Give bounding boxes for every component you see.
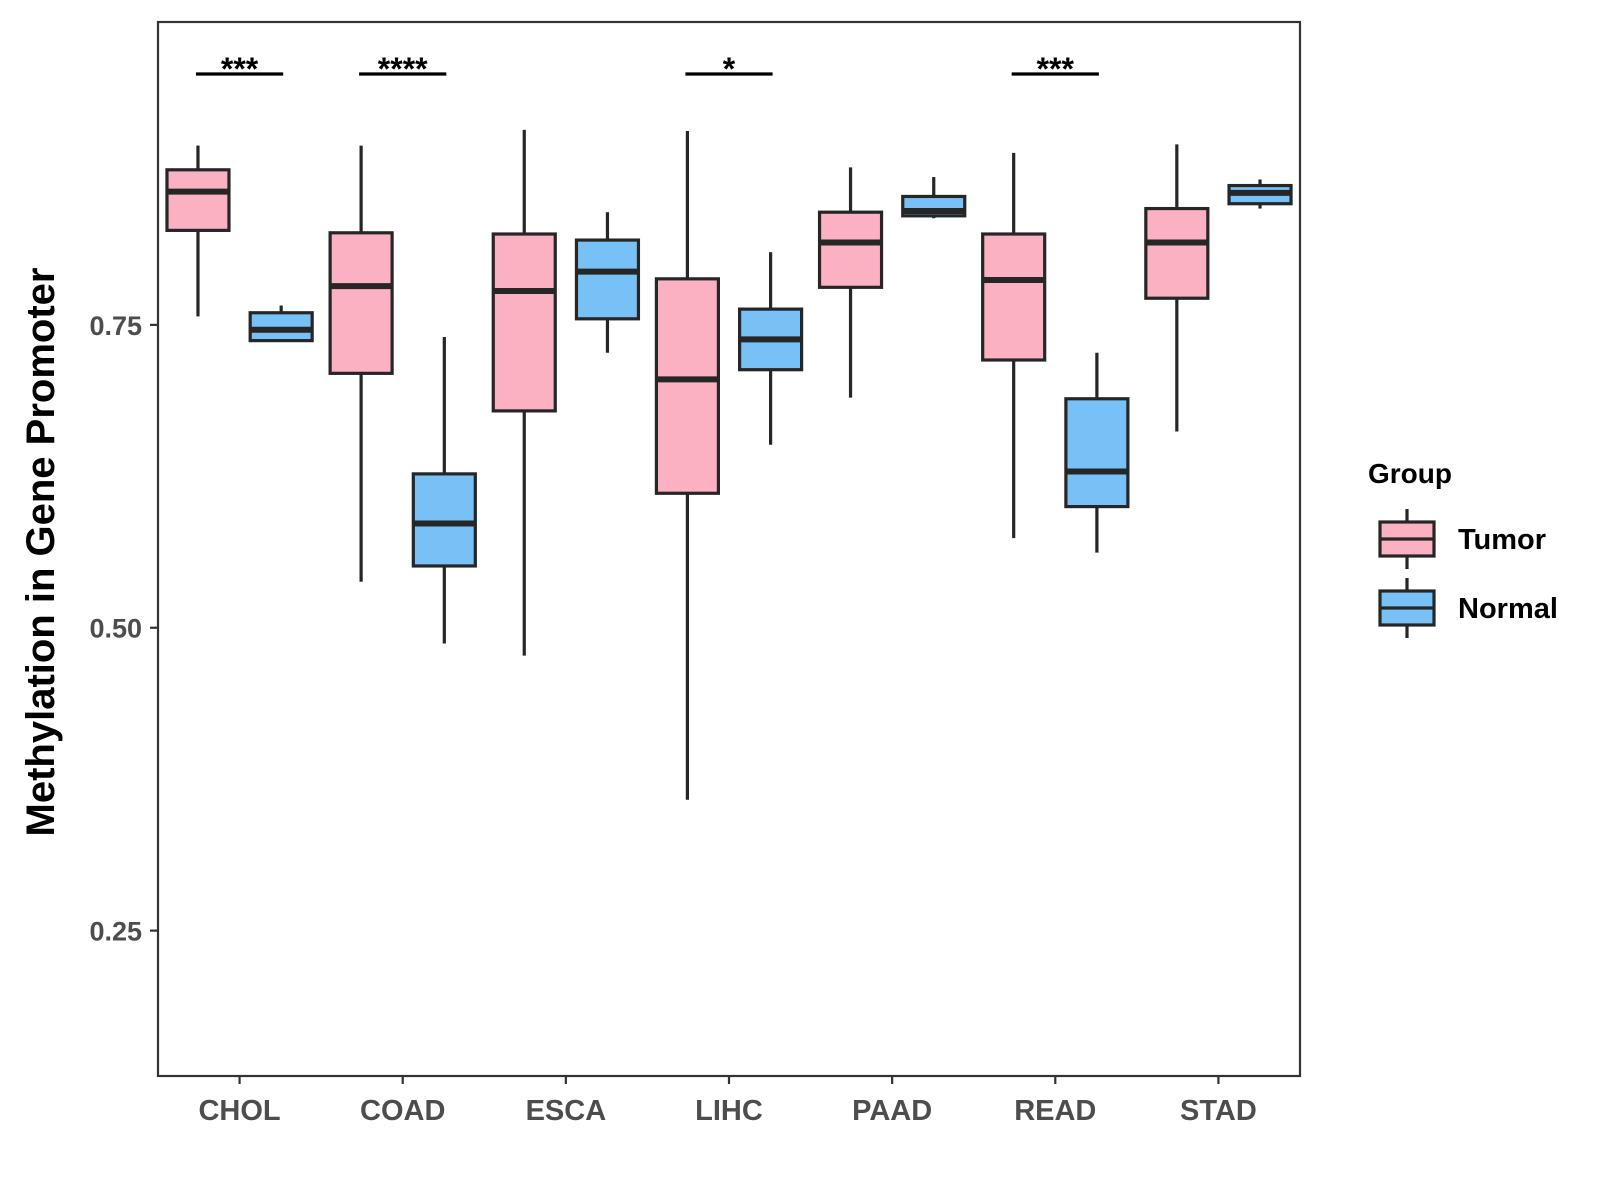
- box-iqr: [491, 232, 557, 413]
- x-tick-label: PAAD: [852, 1095, 932, 1127]
- box-tumor-read: [981, 152, 1047, 539]
- significance-label: *: [723, 51, 736, 87]
- legend: Group Tumor Normal: [1368, 458, 1558, 638]
- legend-label: Normal: [1458, 593, 1558, 625]
- box-iqr: [411, 472, 477, 568]
- legend-label: Tumor: [1458, 524, 1546, 556]
- box-iqr: [817, 210, 884, 289]
- x-tick-label: STAD: [1180, 1095, 1257, 1127]
- box-normal-read: [1064, 352, 1130, 553]
- box-tumor-stad: [1144, 144, 1210, 432]
- y-axis-title: Methylation in Gene Promoter: [19, 268, 63, 837]
- box-iqr: [165, 168, 231, 232]
- box-iqr: [248, 311, 314, 343]
- significance-label: ***: [221, 51, 259, 87]
- box-normal-lihc: [738, 252, 804, 445]
- box-iqr: [574, 238, 641, 321]
- box-normal-stad: [1227, 179, 1293, 209]
- box-tumor-chol: [165, 145, 231, 317]
- legend-item-tumor: Tumor: [1378, 509, 1546, 569]
- box-iqr: [981, 232, 1047, 362]
- box-iqr: [1144, 206, 1210, 300]
- box-normal-paad: [901, 177, 967, 219]
- y-axis: 0.25 0.50 0.75: [89, 311, 158, 947]
- x-tick-label: READ: [1014, 1095, 1096, 1127]
- x-axis: CHOL COAD ESCA LIHC PAAD READ STAD: [198, 1076, 1257, 1127]
- box-tumor-esca: [491, 129, 557, 656]
- y-tick-label: 0.50: [89, 614, 142, 644]
- box-iqr: [654, 277, 720, 495]
- box-normal-coad: [411, 336, 477, 644]
- x-tick-label: COAD: [360, 1095, 445, 1127]
- significance-label: ****: [378, 51, 428, 87]
- box-tumor-lihc: [654, 131, 720, 800]
- box-iqr: [328, 231, 394, 375]
- box-tumor-paad: [817, 167, 884, 398]
- box-tumor-coad: [328, 145, 394, 582]
- y-tick-label: 0.75: [89, 311, 142, 341]
- significance-label: ***: [1037, 51, 1075, 87]
- box-iqr: [1064, 397, 1130, 509]
- x-tick-label: ESCA: [526, 1095, 607, 1127]
- box-normal-chol: [248, 305, 314, 343]
- legend-item-normal: Normal: [1378, 578, 1558, 638]
- y-tick-label: 0.25: [89, 917, 142, 947]
- legend-title: Group: [1368, 458, 1452, 489]
- box-normal-esca: [574, 212, 641, 353]
- plot-panel: [156, 20, 1302, 1078]
- x-tick-label: LIHC: [695, 1095, 763, 1127]
- boxes-layer: [165, 129, 1293, 800]
- x-tick-label: CHOL: [198, 1095, 280, 1127]
- significance-annotations: *** **** * ***: [195, 51, 1099, 87]
